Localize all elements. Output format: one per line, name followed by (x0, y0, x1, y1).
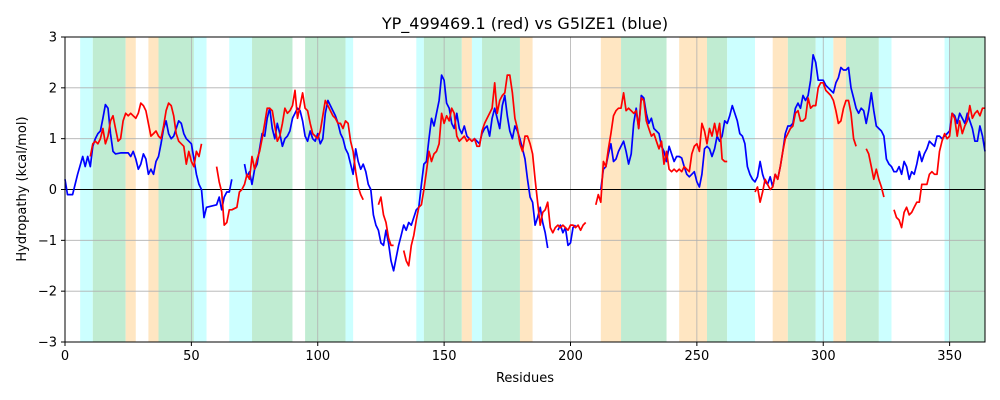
y-tick-label: −1 (38, 234, 57, 249)
x-tick-label: 300 (811, 349, 836, 364)
x-tick-label: 50 (183, 349, 200, 364)
y-tick-label: 3 (49, 31, 57, 46)
red-series-segment-6 (865, 148, 885, 198)
blue-series-segment-0 (64, 103, 233, 219)
red-series-segment-0 (89, 102, 203, 168)
red-series-segment-3 (402, 74, 587, 267)
x-axis-title: Residues (496, 371, 554, 386)
x-tick-label: 250 (684, 349, 709, 364)
y-tick-label: 1 (49, 132, 57, 147)
x-tick-label: 150 (432, 349, 457, 364)
axis-ticks: 0 50 100 150 200 250 300 350 −3 −2 −1 0 1 2 3 (38, 31, 962, 365)
blue-series-segment-1 (243, 74, 549, 272)
y-axis-title: Hydropathy (kcal/mol) (15, 116, 30, 261)
red-series-segment-2 (377, 196, 394, 247)
red-series-segment-5 (754, 81, 857, 204)
y-tick-label: −3 (38, 336, 57, 351)
x-tick-label: 200 (558, 349, 583, 364)
x-tick-label: 100 (305, 349, 330, 364)
red-series-segment-4 (594, 92, 728, 206)
x-tick-label: 350 (937, 349, 962, 364)
x-tick-label: 0 (61, 349, 69, 364)
series-lines (64, 53, 986, 272)
y-tick-label: −2 (38, 285, 57, 300)
red-series-segment-7 (893, 104, 985, 229)
y-tick-label: 0 (49, 183, 57, 198)
chart-title: YP_499469.1 (red) vs G5IZE1 (blue) (381, 14, 668, 34)
red-series-segment-1 (215, 89, 364, 226)
y-tick-label: 2 (49, 81, 57, 96)
